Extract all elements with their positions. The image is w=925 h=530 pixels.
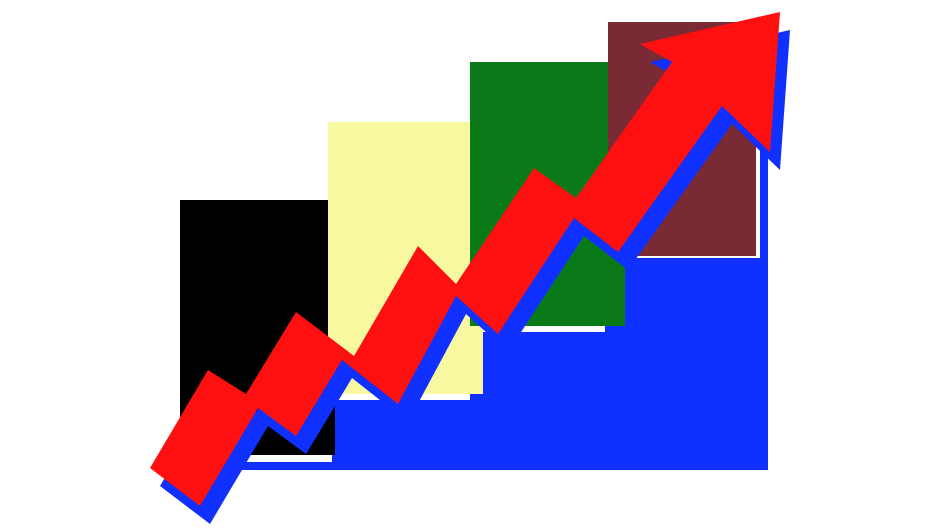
arrow-svg <box>0 0 925 530</box>
infographic-canvas <box>0 0 925 530</box>
